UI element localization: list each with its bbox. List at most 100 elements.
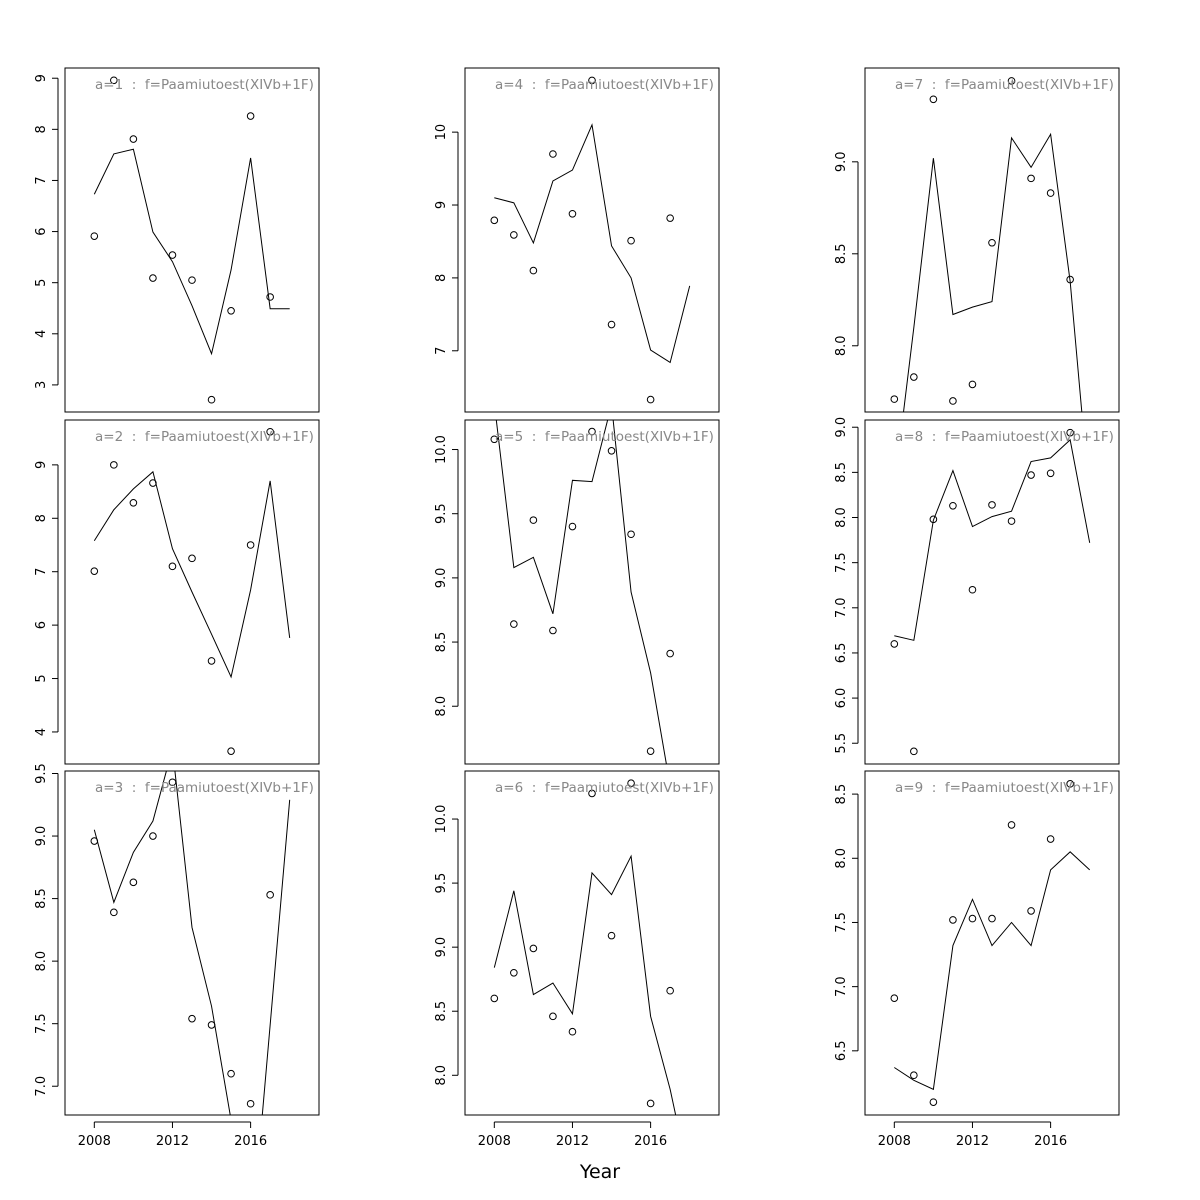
data-point [666, 214, 674, 222]
y-tick-label: 7 [34, 568, 49, 576]
y-tick-label: 9.0 [434, 568, 449, 589]
panel-frame [64, 770, 320, 1116]
data-point [207, 657, 216, 665]
y-tick-label: 9.0 [834, 151, 849, 172]
data-point [110, 76, 118, 85]
y-tick-label: 5 [34, 674, 49, 682]
data-line [903, 132, 1083, 412]
data-point [490, 216, 499, 225]
data-point [588, 76, 596, 85]
plot-area [490, 779, 677, 1115]
data-point [549, 150, 557, 158]
y-tick-label: 5 [34, 279, 49, 287]
data-point [646, 395, 655, 404]
data-point [949, 501, 957, 510]
data-point [1066, 780, 1074, 788]
panel-annotation: a=4 : f=Paamiutoest(XIVb+1F) [495, 77, 714, 93]
panel-frame [64, 67, 320, 413]
panel-annotation: a=7 : f=Paamiutoest(XIVb+1F) [895, 77, 1114, 93]
data-point [149, 832, 157, 840]
plot-area [890, 428, 1091, 756]
y-tick-label: 8.0 [434, 696, 449, 717]
y-tick-label: 7.5 [34, 1013, 49, 1034]
y-tick-label: 8.5 [834, 462, 849, 483]
panel-annotation: a=3 : f=Paamiutoest(XIVb+1F) [95, 780, 314, 796]
data-point [588, 789, 596, 798]
y-tick-label: 7.0 [834, 976, 849, 997]
data-point [568, 522, 577, 531]
y-tick-label: 10.0 [434, 805, 449, 834]
x-axis-label: Year [579, 1161, 620, 1183]
data-point [129, 878, 138, 887]
data-point [266, 427, 274, 436]
panel-frame [464, 770, 720, 1116]
plot-area [490, 420, 674, 764]
data-point [549, 626, 557, 635]
data-point [627, 530, 635, 539]
y-tick-label: 10 [434, 124, 449, 141]
data-point [646, 747, 655, 755]
data-point [549, 1012, 557, 1021]
data-point [968, 380, 977, 389]
y-tick-label: 8.5 [834, 784, 849, 805]
x-tick-label: 2012 [156, 1134, 189, 1149]
x-tick-label: 2016 [234, 1134, 267, 1149]
y-tick-label: 7.0 [34, 1076, 49, 1097]
data-point [510, 968, 518, 977]
panel-annotation: a=1 : f=Paamiutoest(XIVb+1F) [95, 77, 314, 93]
y-tick-label: 6 [34, 227, 49, 235]
data-point [510, 231, 518, 239]
panel-annotation: a=5 : f=Paamiutoest(XIVb+1F) [495, 429, 714, 445]
y-tick-label: 8.5 [434, 632, 449, 653]
data-point [588, 427, 596, 436]
panel-annotation: a=9 : f=Paamiutoest(XIVb+1F) [895, 780, 1114, 796]
data-point [568, 209, 577, 218]
data-point [188, 554, 196, 563]
plot-area [90, 76, 290, 404]
y-tick-label: 8 [434, 274, 449, 282]
data-point [627, 779, 635, 787]
panel-frame [864, 67, 1120, 413]
data-point [968, 914, 977, 923]
data-point [949, 916, 957, 924]
data-line [494, 123, 691, 364]
data-point [168, 251, 177, 259]
data-line [894, 438, 1091, 641]
y-tick-label: 9 [34, 461, 49, 469]
data-point [188, 1014, 196, 1023]
y-tick-label: 4 [34, 330, 49, 338]
data-point [529, 266, 538, 275]
y-tick-label: 6.0 [834, 688, 849, 709]
data-line [894, 851, 1091, 1091]
plot-area [90, 427, 291, 755]
x-tick-label: 2012 [956, 1134, 989, 1149]
y-tick-label: 3 [34, 381, 49, 389]
y-tick-label: 8 [34, 514, 49, 522]
data-point [568, 1027, 577, 1036]
data-point [490, 435, 499, 444]
data-point [110, 908, 118, 917]
y-tick-label: 8.5 [34, 888, 49, 909]
data-point [129, 135, 138, 143]
y-tick-label: 9.0 [34, 826, 49, 847]
panel-annotation: a=2 : f=Paamiutoest(XIVb+1F) [95, 429, 314, 445]
x-tick-label: 2008 [878, 1134, 911, 1149]
data-point [1027, 174, 1035, 183]
y-tick-label: 9.5 [434, 873, 449, 894]
data-point [1007, 517, 1016, 525]
x-tick-label: 2008 [78, 1134, 111, 1149]
data-point [529, 944, 538, 953]
data-point [1007, 77, 1016, 85]
data-point [90, 567, 99, 575]
y-tick-label: 7 [434, 347, 449, 355]
data-point [910, 747, 918, 756]
data-point [1046, 835, 1055, 843]
panel-frame [64, 419, 320, 765]
y-tick-label: 5.5 [834, 733, 849, 754]
y-tick-label: 6 [34, 621, 49, 629]
data-point [227, 306, 235, 315]
data-point [490, 994, 499, 1003]
plot-area [890, 780, 1091, 1106]
data-point [246, 112, 255, 120]
